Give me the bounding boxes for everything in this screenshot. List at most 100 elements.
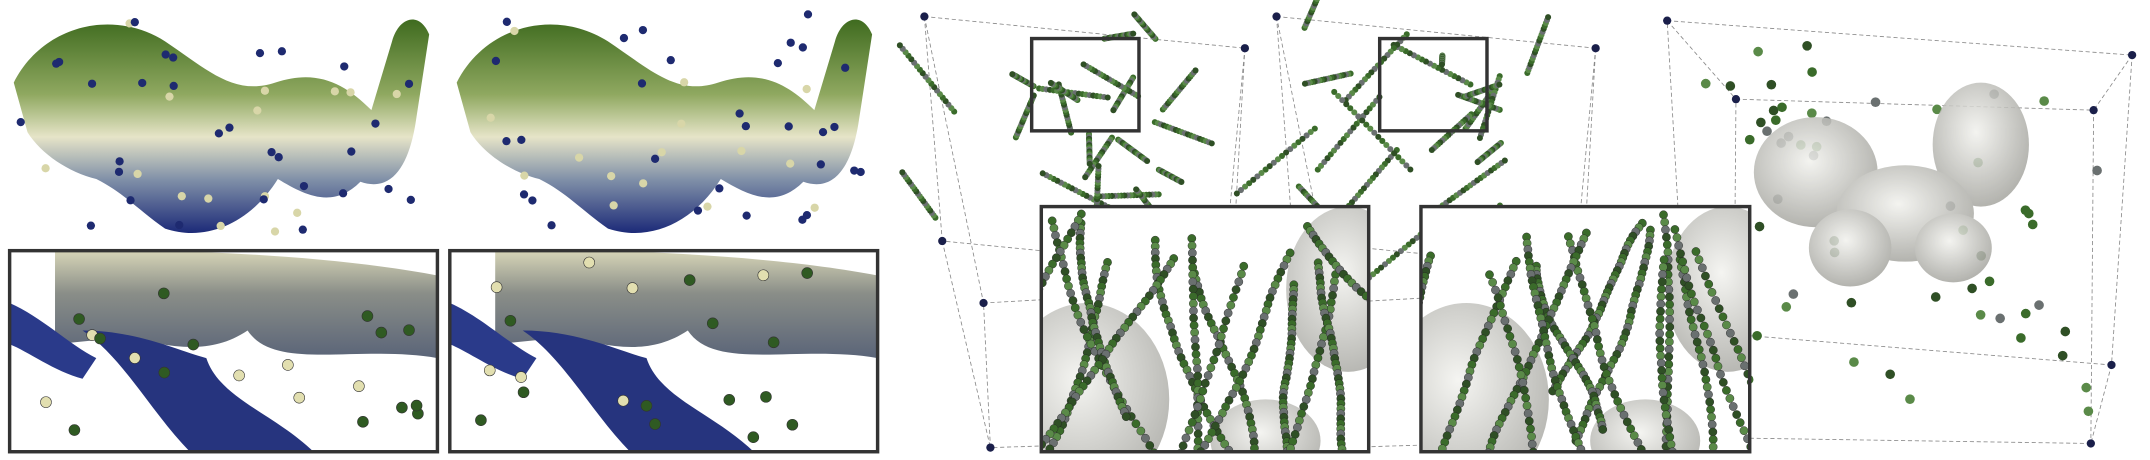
cube-edge [941, 240, 991, 448]
particle [1781, 302, 1792, 312]
particle [1662, 240, 1672, 250]
particle [1633, 438, 1643, 447]
particle [1665, 300, 1674, 309]
particle [1788, 289, 1799, 299]
particle [1696, 313, 1706, 323]
particle [1060, 267, 1070, 276]
particle [1629, 431, 1639, 440]
particle [1379, 137, 1386, 144]
bead [259, 195, 268, 204]
bead [626, 282, 639, 294]
particle [1314, 0, 1320, 3]
particle [1130, 30, 1137, 37]
particle [1680, 265, 1690, 275]
particle [1295, 139, 1302, 146]
particle [1343, 101, 1350, 108]
particle [1527, 432, 1536, 441]
particle [979, 423, 987, 431]
particle [1047, 79, 1054, 86]
particle [974, 454, 982, 460]
bead [52, 59, 61, 68]
particle [1510, 347, 1520, 357]
cube-edge [923, 16, 984, 304]
particle [1190, 335, 1200, 345]
particle [1674, 241, 1683, 250]
particle [1076, 317, 1086, 327]
particle [1396, 322, 1404, 330]
particle [1009, 71, 1016, 78]
corner [938, 236, 947, 246]
particle [1407, 330, 1415, 338]
bead [517, 386, 530, 399]
bead [267, 148, 276, 157]
particle [1718, 312, 1728, 322]
particle [1438, 61, 1445, 68]
particle [1193, 402, 1203, 412]
particle [1704, 279, 1714, 289]
particle [1381, 309, 1389, 317]
cube-edge [2111, 55, 2133, 365]
particle [1189, 306, 1198, 316]
bead [520, 171, 529, 180]
particle [1708, 345, 1718, 355]
particle [1286, 444, 1295, 452]
particle [1188, 284, 1198, 294]
bead [491, 56, 501, 66]
particle [1711, 296, 1721, 305]
particle [1676, 249, 1685, 258]
particle [1527, 439, 1537, 449]
bead [786, 38, 795, 47]
particle [1501, 157, 1508, 164]
particle [1722, 320, 1731, 330]
particle [1488, 278, 1497, 287]
particle [1372, 418, 1380, 426]
bead [175, 220, 184, 230]
particle [899, 169, 906, 176]
particle [1762, 411, 1770, 419]
particle [1242, 183, 1249, 190]
bead [737, 146, 746, 156]
corner [1272, 12, 1281, 21]
particle [1001, 348, 1009, 356]
bead [703, 202, 712, 211]
particle [1806, 108, 1817, 119]
particle [1716, 369, 1725, 379]
dragon-left [13, 19, 430, 234]
bead [396, 401, 408, 414]
particle [1779, 443, 1787, 451]
zoom-marker [1029, 36, 1141, 133]
particle [1437, 444, 1447, 452]
particle [1664, 359, 1674, 369]
cube-edge [983, 302, 991, 448]
bead [384, 184, 393, 194]
particle [1655, 321, 1665, 331]
particle [974, 448, 982, 456]
bead [802, 84, 811, 94]
particle [1519, 385, 1529, 395]
particle [1383, 141, 1390, 149]
particle [1666, 440, 1676, 449]
particle [1474, 159, 1481, 166]
bead [410, 399, 423, 412]
particle [1684, 281, 1694, 291]
bead [346, 88, 355, 97]
particle [1725, 81, 1736, 91]
particle [1846, 297, 1857, 308]
particle [1707, 288, 1717, 297]
bead [490, 281, 503, 293]
particle [1204, 434, 1213, 444]
particle [1254, 173, 1261, 180]
particle [1665, 322, 1675, 332]
bead [757, 269, 770, 282]
bead [856, 167, 865, 177]
corner [986, 443, 995, 452]
particle [1984, 276, 1995, 287]
particle [1212, 347, 1221, 357]
particle [1392, 371, 1400, 379]
particle [2016, 333, 2026, 343]
particle [1696, 352, 1706, 362]
particle [1690, 330, 1700, 339]
bead [638, 25, 648, 35]
particle [1739, 426, 1749, 436]
particle [1377, 305, 1385, 313]
